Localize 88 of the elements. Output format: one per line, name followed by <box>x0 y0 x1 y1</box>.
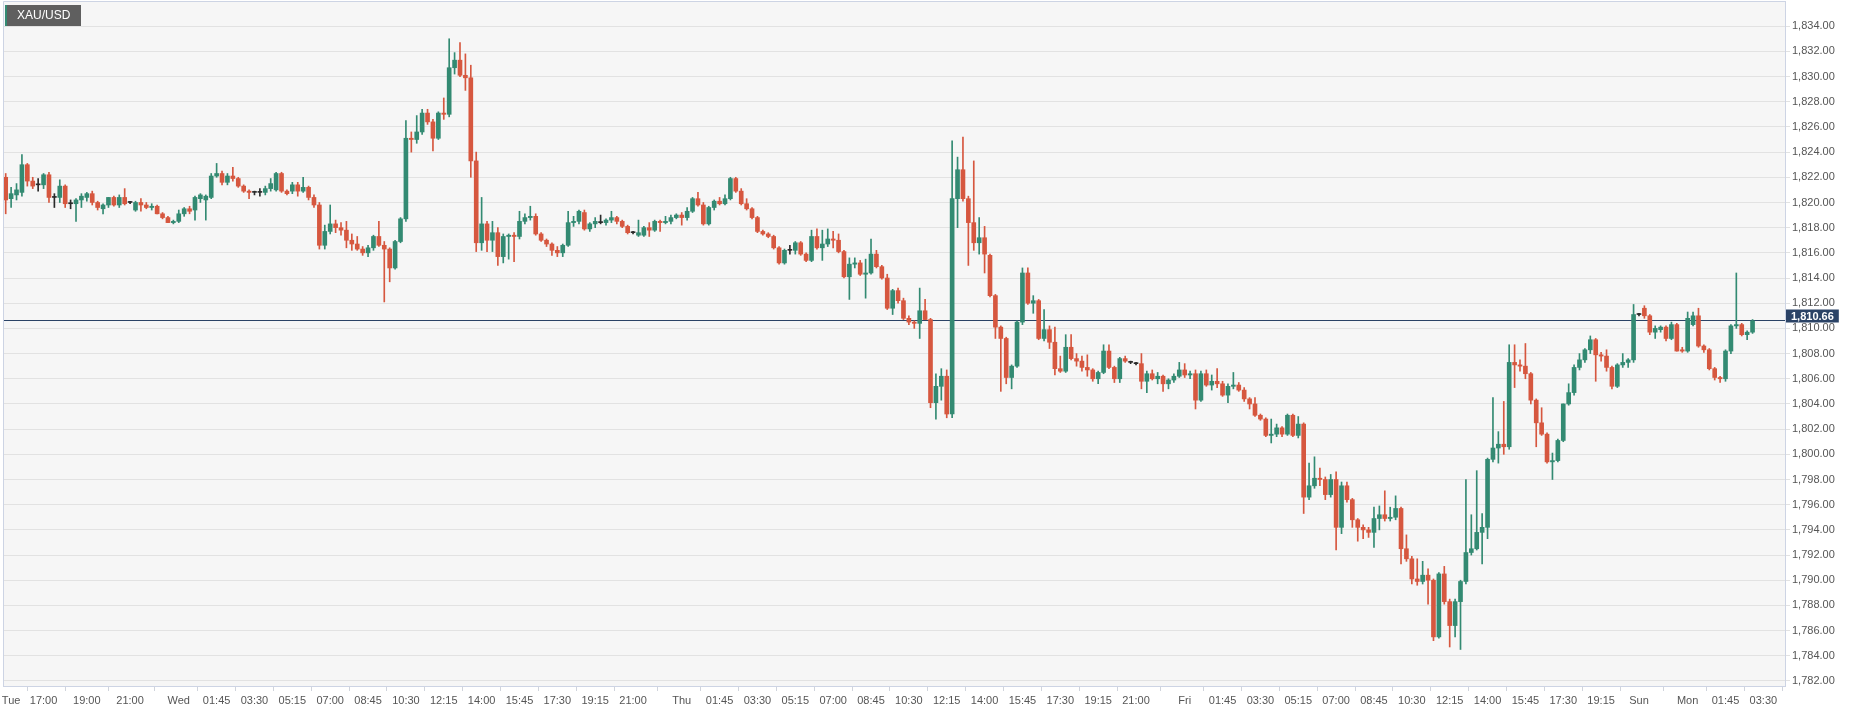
x-tick-label: 07:00 <box>1322 693 1350 706</box>
candlestick <box>408 131 414 153</box>
x-tick-label: 01:45 <box>202 693 231 706</box>
x-tick-label: Sun <box>1629 693 1649 706</box>
x-tick-label: 08:45 <box>857 693 885 706</box>
x-tick-label: Wed <box>167 693 190 706</box>
x-tick-label: 07:00 <box>819 693 847 706</box>
x-tick-label: 12:15 <box>1435 693 1464 706</box>
y-tick-label: 1,806.00 <box>1792 371 1835 384</box>
candlestick <box>1414 558 1420 586</box>
x-tick-label: 01:45 <box>1208 693 1237 706</box>
text: XAU/USD <box>5 5 82 26</box>
x-tick-label: 15:45 <box>505 693 534 706</box>
x-tick-label: Thu <box>672 693 692 706</box>
x-tick-label: 01:45 <box>1711 693 1740 706</box>
candlestick <box>1382 490 1388 522</box>
x-tick-label: 21:00 <box>619 693 647 706</box>
x-tick-label: 03:30 <box>1246 693 1275 706</box>
x-tick-label: 14:00 <box>970 693 999 706</box>
x-tick-label: 05:15 <box>1284 693 1313 706</box>
x-tick-label: Fri <box>1178 693 1192 706</box>
y-tick-label: 1,814.00 <box>1792 271 1835 284</box>
x-tick-label: 12:15 <box>932 693 961 706</box>
y-tick-label: 1,810.00 <box>1792 321 1835 334</box>
x-tick-label: 14:00 <box>467 693 496 706</box>
x-tick-label: 08:45 <box>354 693 382 706</box>
ref-line-label: 1,810.66 <box>1791 309 1834 322</box>
candlestick <box>1268 418 1274 444</box>
y-tick-label: 1,820.00 <box>1792 195 1835 208</box>
x-tick-label: 19:15 <box>1084 693 1112 706</box>
candlestick <box>527 205 533 221</box>
y-tick-label: 1,812.00 <box>1792 296 1835 309</box>
x-tick-label: Tue <box>1 693 21 706</box>
x-tick-label: 01:45 <box>705 693 734 706</box>
y-tick-label: 1,784.00 <box>1792 648 1835 661</box>
x-tick-label: Mon <box>1676 693 1699 706</box>
x-tick-label: 03:30 <box>240 693 269 706</box>
y-tick-label: 1,822.00 <box>1792 170 1835 183</box>
candlestick <box>1501 401 1507 455</box>
candlestick <box>646 222 652 237</box>
y-tick-label: 1,782.00 <box>1792 673 1835 686</box>
y-tick-label: 1,804.00 <box>1792 396 1835 409</box>
y-tick-label: 1,824.00 <box>1792 145 1835 158</box>
y-tick-label: 1,794.00 <box>1792 522 1835 535</box>
x-tick-label: 10:30 <box>895 693 923 706</box>
x-tick-label: 17:00 <box>29 693 58 706</box>
y-tick-label: 1,808.00 <box>1792 346 1835 359</box>
y-tick-label: 1,788.00 <box>1792 598 1835 611</box>
x-tick-label: 05:15 <box>278 693 307 706</box>
x-tick-label: 17:30 <box>1046 693 1075 706</box>
x-tick-label: 08:45 <box>1360 693 1388 706</box>
x-tick-label: 17:30 <box>543 693 572 706</box>
x-tick-label: 15:45 <box>1511 693 1540 706</box>
x-tick-label: 21:00 <box>116 693 144 706</box>
x-tick-label: 19:15 <box>581 693 609 706</box>
y-tick-label: 1,816.00 <box>1792 245 1835 258</box>
candlestick <box>441 97 447 120</box>
candlestick <box>1620 353 1626 368</box>
y-tick-label: 1,802.00 <box>1792 422 1835 435</box>
x-tick-label: 12:15 <box>430 693 458 706</box>
y-tick-label: 1,796.00 <box>1792 497 1835 510</box>
y-tick-label: 1,826.00 <box>1792 119 1835 132</box>
y-tick-label: 1,828.00 <box>1792 94 1835 107</box>
x-tick-label: 07:00 <box>316 693 344 706</box>
y-tick-label: 1,792.00 <box>1792 548 1835 561</box>
x-tick-label: 03:30 <box>743 693 772 706</box>
y-tick-label: 1,800.00 <box>1792 447 1835 460</box>
x-tick-label: 21:00 <box>1122 693 1150 706</box>
y-tick-label: 1,834.00 <box>1792 19 1835 32</box>
x-tick-label: 03:30 <box>1749 693 1778 706</box>
candlestick <box>1734 272 1739 329</box>
candlestick <box>976 217 982 255</box>
x-tick-label: 19:15 <box>1587 693 1615 706</box>
x-tick-label: 10:30 <box>392 693 420 706</box>
y-tick-label: 1,790.00 <box>1792 573 1835 586</box>
y-tick-label: 1,832.00 <box>1792 44 1835 57</box>
x-tick-label: 19:00 <box>73 693 101 706</box>
candlestick <box>1030 295 1036 314</box>
y-tick-label: 1,798.00 <box>1792 472 1835 485</box>
y-tick-label: 1,830.00 <box>1792 69 1835 82</box>
x-tick-label: 10:30 <box>1398 693 1426 706</box>
x-tick-label: 17:30 <box>1549 693 1578 706</box>
x-tick-label: 15:45 <box>1008 693 1037 706</box>
y-tick-label: 1,786.00 <box>1792 623 1835 636</box>
x-tick-label: 14:00 <box>1473 693 1502 706</box>
y-tick-label: 1,818.00 <box>1792 220 1835 233</box>
candlestick <box>679 212 685 226</box>
x-tick-label: 05:15 <box>781 693 810 706</box>
